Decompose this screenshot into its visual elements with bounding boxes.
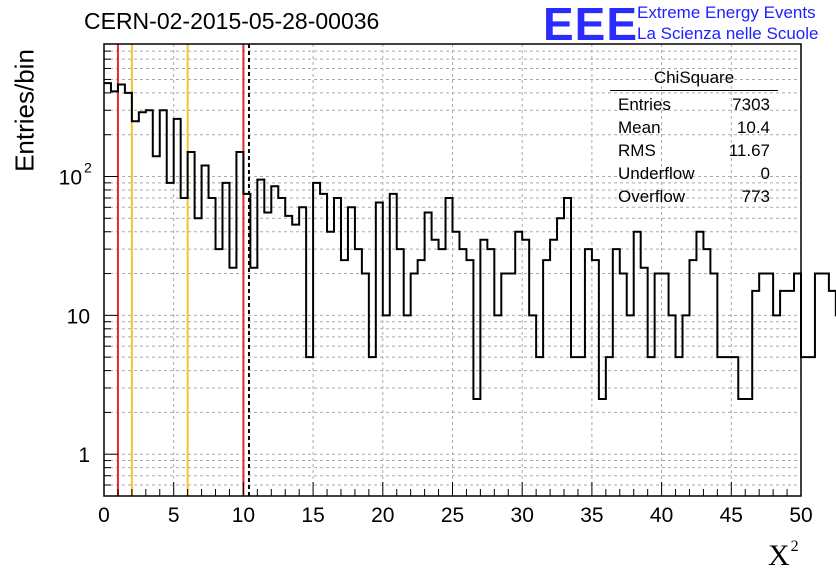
stats-value: 773	[741, 187, 770, 206]
logo-subtitle-2: La Scienza nelle Scuole	[637, 24, 819, 43]
stats-row-underflow: Underflow 0	[610, 162, 778, 185]
x-tick-label: 25	[441, 504, 464, 527]
marker-lines	[116, 44, 250, 496]
logo-subtitle-1: Extreme Energy Events	[637, 3, 816, 22]
stats-row-rms: RMS 11.67	[610, 139, 778, 162]
chart-title: CERN-02-2015-05-28-00036	[84, 8, 380, 34]
stats-title: ChiSquare	[610, 68, 778, 91]
x-tick-label: 35	[580, 504, 603, 527]
stats-label: Underflow	[618, 164, 695, 183]
x-tick-label: 40	[650, 504, 673, 527]
x-tick-label: 15	[301, 504, 324, 527]
stats-value: 10.4	[736, 118, 770, 137]
y-tick-label: 10	[59, 166, 82, 189]
eee-logo: EEE	[543, 0, 639, 50]
x-tick-label: 30	[511, 504, 534, 527]
histogram-line	[104, 82, 836, 400]
x-tick-label: 20	[371, 504, 394, 527]
x-tick-label: 5	[168, 504, 180, 527]
stats-value: 11.67	[728, 141, 770, 160]
y-tick-label-exponent: 2	[84, 159, 92, 175]
stats-label: RMS	[618, 141, 656, 160]
x-axis-label: X2	[768, 538, 799, 573]
axis-ticks	[103, 43, 802, 497]
y-axis-label: Entries/bin	[9, 49, 40, 172]
y-tick-label: 1	[78, 444, 90, 467]
stats-row-entries: Entries 7303	[610, 93, 778, 116]
y-tick-label: 10	[67, 305, 90, 328]
stats-label: Mean	[618, 118, 661, 137]
x-tick-label: 50	[789, 504, 812, 527]
stats-value: 7303	[732, 95, 770, 114]
stats-row-overflow: Overflow 773	[610, 185, 778, 208]
x-tick-label: 0	[98, 504, 110, 527]
stats-box: ChiSquare Entries 7303 Mean 10.4 RMS 11.67 …	[610, 68, 778, 208]
x-tick-label: 45	[720, 504, 743, 527]
x-tick-label: 10	[232, 504, 255, 527]
stats-label: Overflow	[618, 187, 686, 206]
x-axis-label-superscript: 2	[790, 538, 799, 555]
stats-label: Entries	[618, 95, 671, 114]
stats-row-mean: Mean 10.4	[610, 116, 778, 139]
stats-value: 0	[760, 164, 770, 183]
x-axis-label-main: X	[768, 539, 790, 572]
